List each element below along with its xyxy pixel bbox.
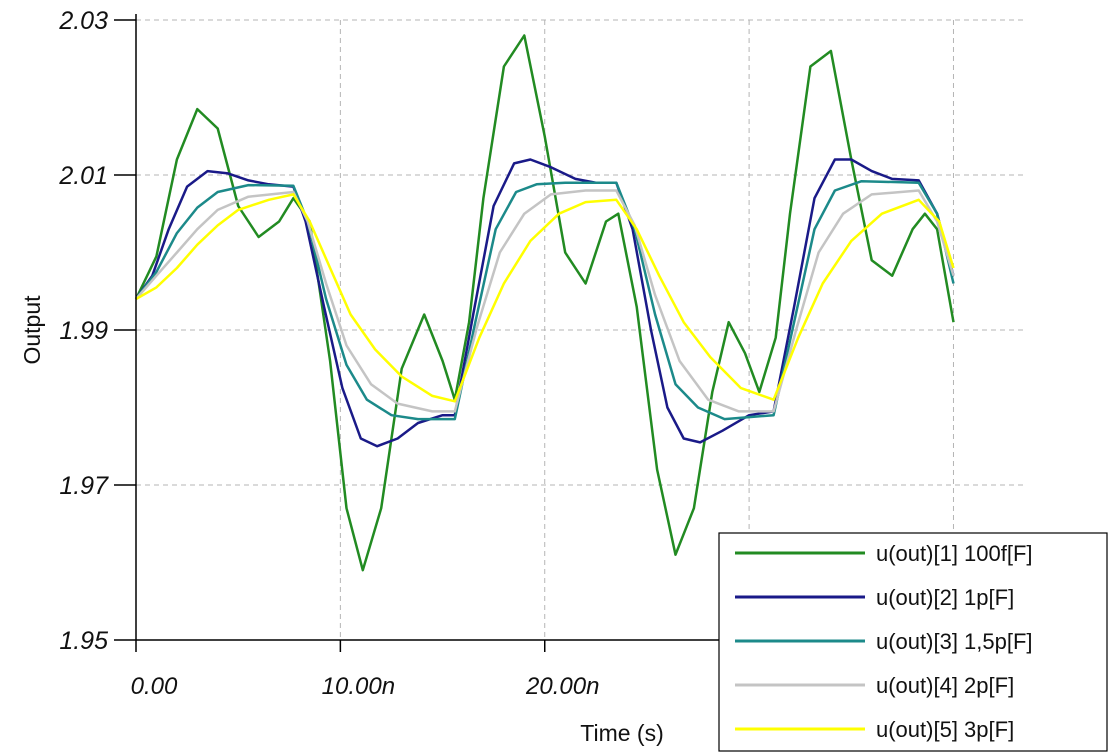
legend-label-4: u(out)[4] 2p[F] — [876, 673, 1014, 698]
series-line-5 — [135, 193, 955, 403]
legend-label-5: u(out)[5] 3p[F] — [876, 717, 1014, 742]
y-axis-label: Output — [19, 295, 45, 365]
series-line-4 — [135, 189, 955, 413]
legend-label-3: u(out)[3] 1,5p[F] — [876, 629, 1033, 654]
y-tick-label: 1.99 — [59, 317, 108, 345]
x-axis-label: Time (s) — [580, 720, 663, 746]
y-tick-label: 2.03 — [58, 7, 108, 35]
y-tick-label: 2.01 — [58, 162, 108, 190]
x-tick-label: 20.00n — [525, 673, 599, 700]
series-line-3 — [135, 179, 955, 421]
x-tick-label: 0.00 — [131, 673, 178, 700]
legend-label-2: u(out)[2] 1p[F] — [876, 585, 1014, 610]
y-tick-label: 1.95 — [59, 627, 108, 655]
tick-labels: 1.95 1.97 1.99 2.01 2.03 0.00 10.00n 20.00n — [58, 7, 599, 700]
legend-label-1: u(out)[1] 100f[F] — [876, 541, 1033, 566]
legend: u(out)[1] 100f[F] u(out)[2] 1p[F] u(out)[3… — [718, 532, 1108, 752]
x-tick-label: 10.00n — [322, 673, 395, 700]
grid-lines — [136, 19, 1025, 640]
y-tick-label: 1.97 — [59, 472, 109, 500]
series-lines — [134, 34, 955, 572]
